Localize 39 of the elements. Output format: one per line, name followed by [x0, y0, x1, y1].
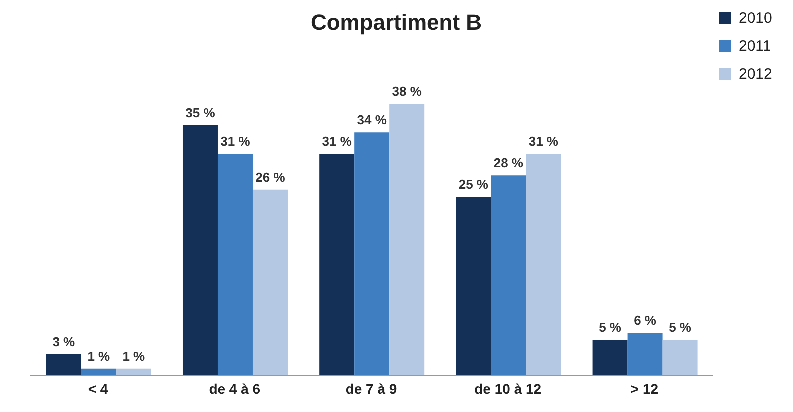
- bar: [662, 340, 698, 376]
- bar: [320, 154, 355, 376]
- bar: [456, 197, 492, 376]
- x-tick-label: de 10 à 12: [474, 380, 542, 397]
- bar: [491, 176, 526, 376]
- data-label: 1 %: [88, 348, 111, 364]
- bar: [390, 104, 425, 376]
- data-label: 31 %: [322, 134, 352, 150]
- bar: [81, 368, 116, 376]
- data-label: 34 %: [357, 112, 388, 128]
- data-label: 5 %: [669, 320, 692, 336]
- data-label: 5 %: [599, 320, 622, 336]
- data-label: 31 %: [528, 134, 559, 150]
- data-label: 3 %: [52, 334, 76, 350]
- bar: [592, 340, 628, 376]
- x-tick-label: > 12: [630, 380, 659, 397]
- data-label: 25 %: [458, 177, 489, 192]
- bar: [628, 333, 663, 376]
- bar: [252, 190, 288, 376]
- data-label: 31 %: [220, 134, 251, 150]
- x-tick-label: < 4: [88, 380, 108, 397]
- data-label: 6 %: [634, 313, 657, 328]
- bar: [218, 154, 253, 376]
- legend-label: 2010: [739, 10, 772, 26]
- bar: [354, 132, 390, 376]
- legend-label: 2012: [739, 66, 772, 82]
- data-label: 1 %: [122, 348, 146, 364]
- data-label: 38 %: [392, 84, 422, 99]
- bar: [182, 125, 218, 376]
- bar: [526, 154, 562, 376]
- x-tick-label: de 4 à 6: [209, 380, 261, 397]
- data-label: 26 %: [256, 170, 286, 185]
- x-tick-label: de 7 à 9: [346, 380, 398, 397]
- data-label: 28 %: [494, 156, 524, 171]
- legend-label: 2011: [739, 38, 772, 54]
- bar: [116, 368, 152, 376]
- bar: [46, 354, 82, 376]
- data-label: 35 %: [186, 105, 216, 120]
- chart-title: Compartiment B: [310, 10, 482, 35]
